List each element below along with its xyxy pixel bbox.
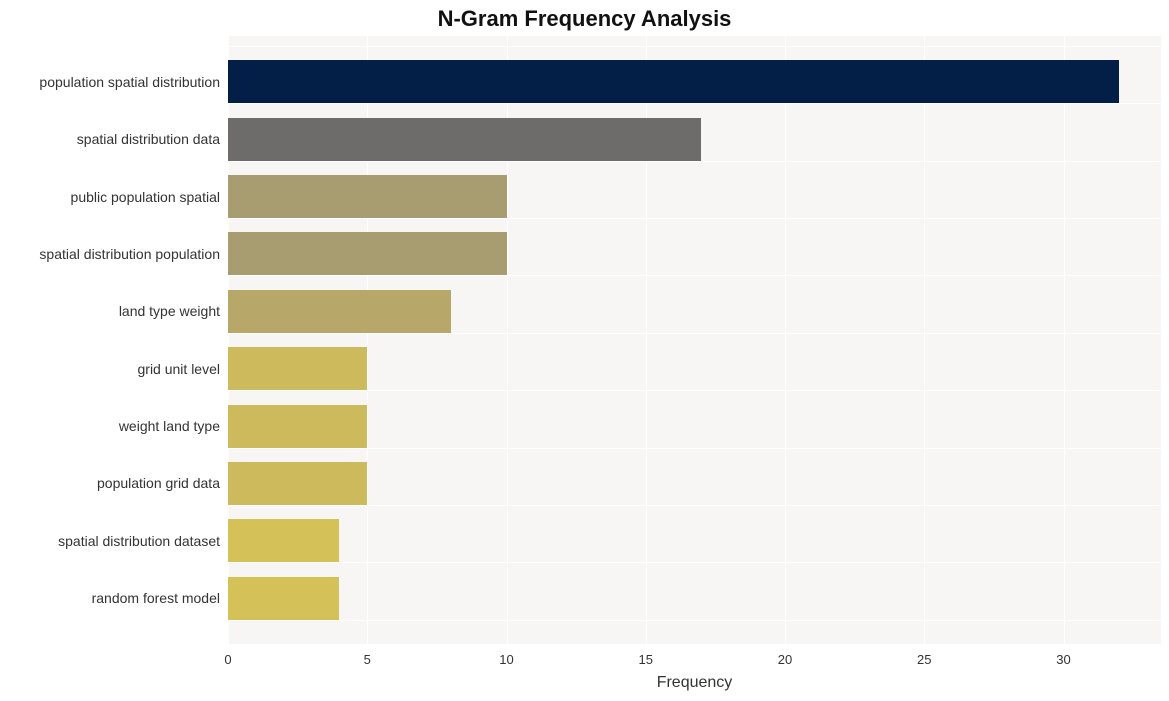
- bar: [228, 405, 367, 448]
- h-gridline: [228, 620, 1161, 621]
- x-tick-label: 30: [1056, 652, 1070, 667]
- x-tick-label: 20: [778, 652, 792, 667]
- bar: [228, 347, 367, 390]
- bar: [228, 519, 339, 562]
- y-tick-label: population spatial distribution: [0, 74, 228, 90]
- y-tick-label: public population spatial: [0, 189, 228, 205]
- bar: [228, 290, 451, 333]
- h-gridline: [228, 46, 1161, 47]
- x-tick-label: 25: [917, 652, 931, 667]
- chart-title: N-Gram Frequency Analysis: [0, 6, 1169, 32]
- y-tick-label: spatial distribution population: [0, 246, 228, 262]
- chart-container: N-Gram Frequency Analysis population spa…: [0, 0, 1169, 701]
- x-tick-label: 0: [224, 652, 231, 667]
- y-tick-label: random forest model: [0, 590, 228, 606]
- x-tick-label: 5: [364, 652, 371, 667]
- h-gridline: [228, 218, 1161, 219]
- bar: [228, 175, 507, 218]
- bar: [228, 60, 1119, 103]
- h-gridline: [228, 103, 1161, 104]
- h-gridline: [228, 161, 1161, 162]
- h-gridline: [228, 448, 1161, 449]
- gridline: [924, 36, 925, 644]
- y-tick-label: spatial distribution data: [0, 131, 228, 147]
- y-tick-label: grid unit level: [0, 361, 228, 377]
- x-axis-label: Frequency: [228, 674, 1161, 692]
- bar: [228, 462, 367, 505]
- bar: [228, 118, 701, 161]
- x-tick-label: 10: [499, 652, 513, 667]
- gridline: [1064, 36, 1065, 644]
- h-gridline: [228, 390, 1161, 391]
- plot-area: [228, 36, 1161, 644]
- h-gridline: [228, 275, 1161, 276]
- y-tick-label: land type weight: [0, 303, 228, 319]
- bar: [228, 232, 507, 275]
- x-tick-label: 15: [639, 652, 653, 667]
- y-tick-label: population grid data: [0, 475, 228, 491]
- h-gridline: [228, 333, 1161, 334]
- gridline: [785, 36, 786, 644]
- y-tick-label: weight land type: [0, 418, 228, 434]
- bar: [228, 577, 339, 620]
- y-tick-label: spatial distribution dataset: [0, 533, 228, 549]
- h-gridline: [228, 562, 1161, 563]
- h-gridline: [228, 505, 1161, 506]
